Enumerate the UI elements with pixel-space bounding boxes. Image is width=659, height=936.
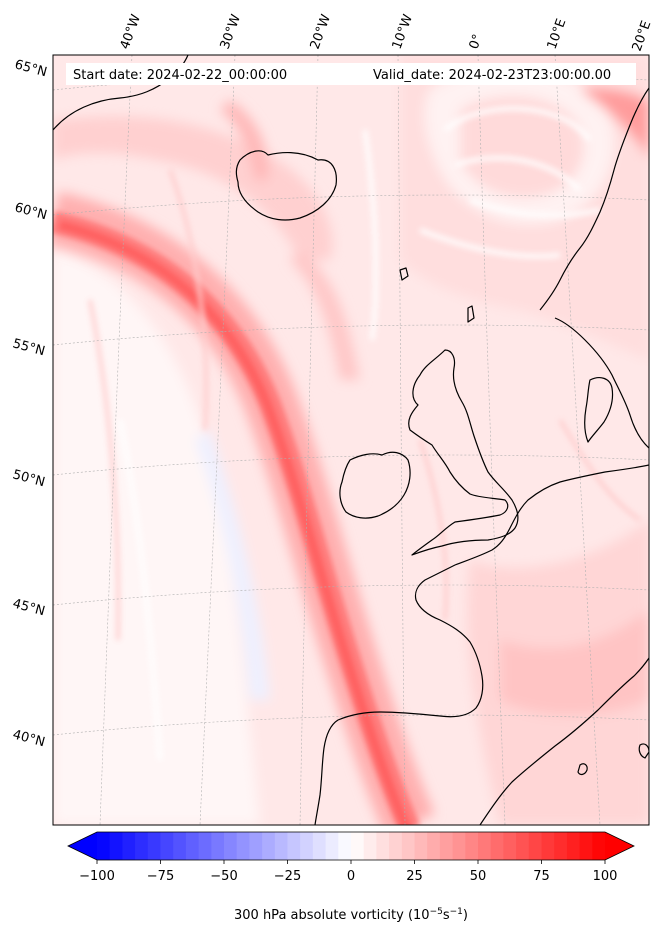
lat-label: 60°N [13,200,49,223]
colorbar-cell [541,832,555,860]
colorbar-tick-label: −100 [79,869,115,884]
colorbar-tick-label: −75 [147,869,174,884]
lat-label: 50°N [11,467,47,490]
colorbar-cell [554,832,568,860]
britain-coast [408,349,519,556]
lon-label: 0° [467,32,486,51]
colorbar-cell [185,832,200,860]
coastlines [53,55,649,825]
colorbar-cells [97,832,606,860]
colorbar-cell [198,832,212,860]
norway-coast [539,87,649,311]
iceland-coast [235,150,337,221]
lat-label: 45°N [11,596,47,619]
colorbar-label: 300 hPa absolute vorticity (10−5s−1) [234,907,468,923]
colorbar-cell [566,832,581,860]
colorbar-cell [325,832,339,860]
lat-label: 65°N [13,57,49,80]
colorbar-cell [503,832,517,860]
sardinia-coast [638,743,649,759]
colorbar-cell [579,832,593,860]
colorbar-tick-label: 75 [533,869,550,884]
valid-date-label: Valid_date: 2024-02-23T23:00:00.00 [373,68,611,83]
colorbar-cell [528,832,543,860]
colorbar-cell [414,832,428,860]
colorbar-cell [427,832,441,860]
vorticity-field [53,55,649,825]
colorbar-cell [109,832,123,860]
latitude-labels: 65°N 60°N 55°N 50°N 45°N 40°N [11,57,49,750]
shetland-coast [467,305,475,323]
colorbar-cell [236,832,250,860]
colorbar-cell [465,832,479,860]
colorbar-cell [376,832,390,860]
lon-label: 30°W [218,12,244,51]
lat-label: 40°N [11,727,47,750]
colorbar-cell [160,832,174,860]
colorbar: −100 −75 −50 −25 0 25 50 75 100 300 hPa absolute… [67,831,635,923]
colorbar-extend-low [68,832,97,860]
lat-label: 55°N [11,336,47,359]
colorbar-cell [224,832,238,860]
colorbar-cell [478,832,492,860]
lon-label: 40°W [118,12,144,51]
ireland-coast [339,451,411,519]
balearic-coast [577,763,588,776]
colorbar-cell [439,832,454,860]
colorbar-ticks: −100 −75 −50 −25 0 25 50 75 100 [79,860,617,884]
colorbar-tick-label: 0 [347,869,355,884]
colorbar-cell [262,832,276,860]
colorbar-cell [351,832,365,860]
colorbar-cell [211,832,225,860]
colorbar-cell [490,832,504,860]
colorbar-cell [592,832,606,860]
start-date-label: Start date: 2024-02-22_00:00:00 [73,68,287,83]
lon-label: 20°E [630,19,655,54]
colorbar-cell [452,832,466,860]
colorbar-cell [122,832,136,860]
lon-label: 10°E [545,17,570,52]
colorbar-cell [389,832,403,860]
colorbar-cell [363,832,377,860]
colorbar-cell [338,832,352,860]
colorbar-tick-label: 50 [470,869,487,884]
colorbar-cell [173,832,187,860]
colorbar-cell [274,832,289,860]
header-box [66,63,636,85]
europe-coast [314,464,649,825]
colorbar-cell [135,832,149,860]
colorbar-tick-label: 25 [406,869,423,884]
longitude-labels: 40°W 30°W 20°W 10°W 0° 10°E 20°E [118,12,655,53]
map-frame [52,54,650,826]
colorbar-cell [401,832,416,860]
colorbar-tick-label: −25 [274,869,301,884]
lon-label: 10°W [390,12,416,51]
map-panel [53,55,649,825]
colorbar-cell [300,832,314,860]
colorbar-tick-label: −50 [210,869,237,884]
colorbar-cell [516,832,530,860]
colorbar-tick-label: 100 [593,869,618,884]
denmark-coast [584,377,614,443]
graticule [53,55,649,825]
colorbar-cell [249,832,263,860]
skagerrak-coast [554,317,649,449]
colorbar-cell [287,832,301,860]
colorbar-cell [147,832,162,860]
colorbar-extend-high [605,832,634,860]
lon-label: 20°W [308,12,334,51]
colorbar-cell [312,832,327,860]
colorbar-cell [97,832,111,860]
faroe-coast [399,267,409,281]
mediterranean-coast [479,657,649,825]
